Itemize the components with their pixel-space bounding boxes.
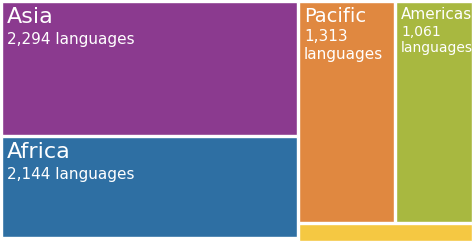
Text: 2,294 languages: 2,294 languages — [7, 32, 135, 47]
Text: Africa: Africa — [7, 142, 71, 162]
Text: 1,313
languages: 1,313 languages — [304, 29, 383, 62]
Text: 1,061
languages: 1,061 languages — [401, 25, 473, 55]
Bar — [299, 224, 472, 241]
Bar — [2, 137, 297, 237]
Text: Americas: Americas — [401, 7, 472, 22]
Text: Asia: Asia — [7, 7, 54, 27]
Bar — [396, 2, 472, 222]
Text: Pacific: Pacific — [304, 7, 366, 26]
Bar — [2, 2, 297, 135]
Bar — [299, 2, 394, 222]
Text: 2,144 languages: 2,144 languages — [7, 167, 135, 182]
